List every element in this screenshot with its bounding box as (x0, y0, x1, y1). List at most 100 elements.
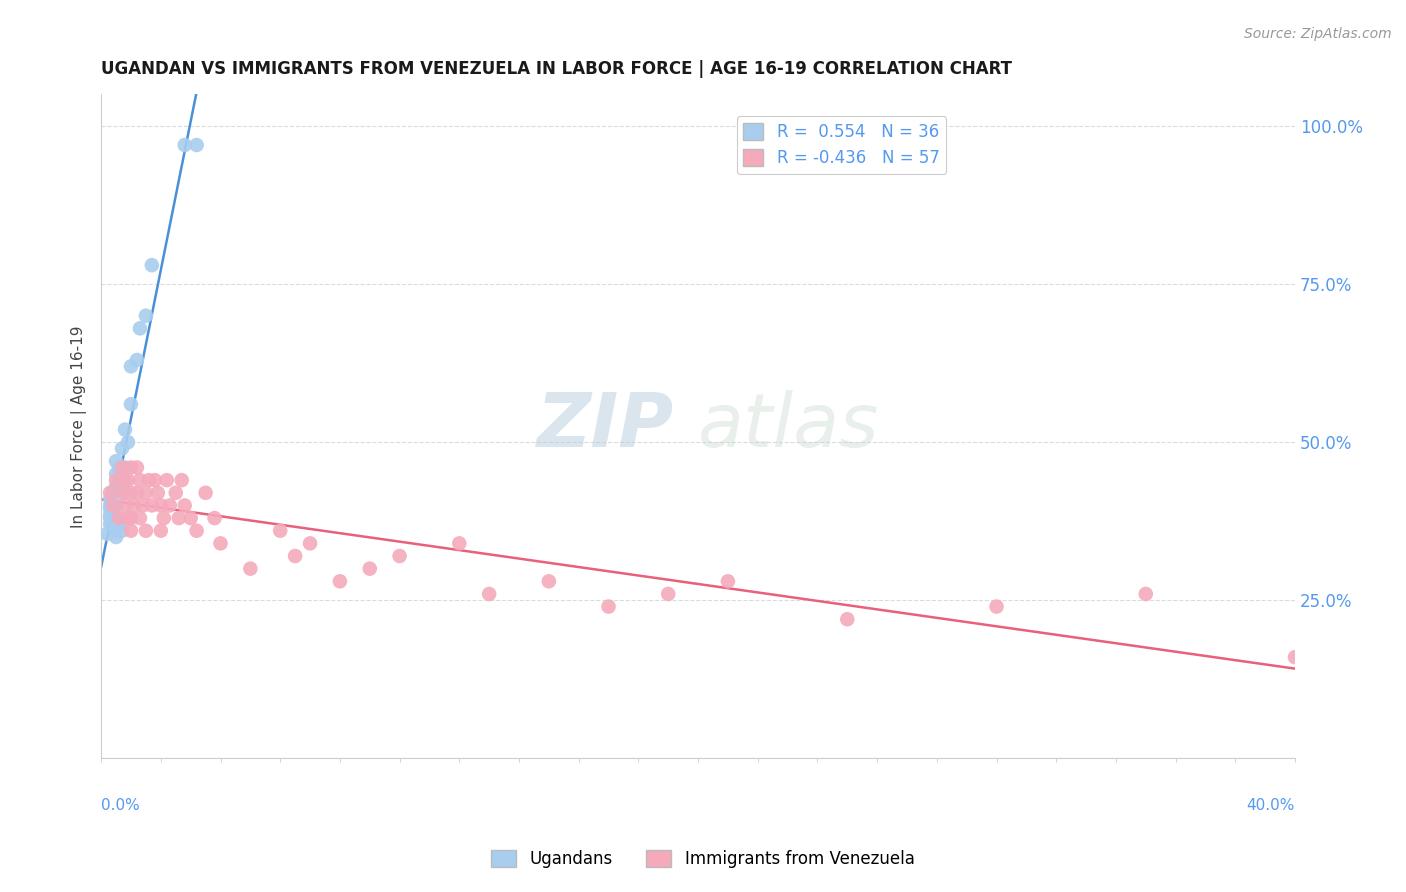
Point (159, 499, 181, 513)
Point (105, 511, 128, 525)
Point (114, 499, 136, 513)
Point (105, 454, 128, 468)
Point (135, 309, 157, 323)
Point (143, 473, 166, 487)
Point (120, 524, 142, 538)
Point (129, 511, 152, 525)
Point (98, 485, 121, 500)
Point (101, 499, 124, 513)
Point (120, 397, 142, 411)
Point (165, 485, 187, 500)
Point (105, 499, 128, 513)
Text: Source: ZipAtlas.com: Source: ZipAtlas.com (1244, 27, 1392, 41)
Point (120, 460, 142, 475)
Point (96, 527, 118, 541)
Point (186, 524, 208, 538)
Point (299, 536, 322, 550)
Point (129, 321, 152, 335)
Point (986, 599, 1008, 614)
Point (108, 460, 131, 475)
Point (449, 536, 471, 550)
Point (146, 485, 169, 500)
Point (657, 587, 679, 601)
Point (111, 524, 134, 538)
Point (239, 562, 262, 576)
Point (837, 612, 859, 626)
Point (105, 473, 128, 487)
Point (122, 499, 145, 513)
Point (478, 587, 501, 601)
Point (1284, 650, 1306, 665)
Point (105, 530, 128, 544)
Point (117, 435, 139, 450)
Point (125, 485, 148, 500)
Point (111, 473, 134, 487)
Point (717, 574, 740, 589)
Point (209, 536, 232, 550)
Point (129, 473, 152, 487)
Point (388, 549, 411, 563)
Y-axis label: In Labor Force | Age 16-19: In Labor Force | Age 16-19 (72, 326, 87, 528)
Point (111, 442, 134, 456)
Point (284, 549, 307, 563)
Point (98, 501, 121, 516)
Point (186, 138, 208, 153)
Point (153, 511, 176, 525)
Point (598, 599, 620, 614)
Point (135, 485, 157, 500)
Point (125, 460, 148, 475)
Point (105, 467, 128, 481)
Point (101, 517, 124, 532)
Point (132, 499, 155, 513)
Point (98, 499, 121, 513)
Point (108, 511, 131, 525)
Point (138, 473, 160, 487)
Point (98, 492, 121, 507)
Legend: Ugandans, Immigrants from Venezuela: Ugandans, Immigrants from Venezuela (485, 843, 921, 875)
Point (114, 485, 136, 500)
Point (149, 524, 172, 538)
Point (204, 511, 226, 525)
Text: UGANDAN VS IMMIGRANTS FROM VENEZUELA IN LABOR FORCE | AGE 16-19 CORRELATION CHAR: UGANDAN VS IMMIGRANTS FROM VENEZUELA IN … (101, 60, 1012, 78)
Point (98, 511, 121, 525)
Legend: R =  0.554   N = 36, R = -0.436   N = 57: R = 0.554 N = 36, R = -0.436 N = 57 (737, 116, 946, 174)
Point (359, 562, 381, 576)
Point (141, 258, 163, 272)
Point (111, 485, 134, 500)
Point (114, 473, 136, 487)
Point (194, 485, 217, 500)
Text: 40.0%: 40.0% (1247, 798, 1295, 814)
Point (114, 460, 136, 475)
Point (125, 353, 148, 368)
Point (135, 524, 157, 538)
Point (180, 511, 202, 525)
Point (1135, 587, 1157, 601)
Point (537, 574, 560, 589)
Text: atlas: atlas (697, 391, 879, 462)
Point (101, 499, 124, 513)
Point (108, 479, 131, 493)
Point (105, 479, 128, 493)
Point (170, 473, 193, 487)
Point (120, 359, 142, 374)
Point (101, 485, 124, 500)
Point (120, 485, 142, 500)
Point (114, 423, 136, 437)
Text: ZIP: ZIP (537, 390, 675, 463)
Point (117, 473, 139, 487)
Point (105, 524, 128, 538)
Point (117, 511, 139, 525)
Point (156, 473, 179, 487)
Point (173, 138, 195, 153)
Text: 0.0%: 0.0% (101, 798, 139, 814)
Point (98, 517, 121, 532)
Point (101, 511, 124, 525)
Point (269, 524, 291, 538)
Point (173, 499, 195, 513)
Point (120, 511, 142, 525)
Point (111, 460, 134, 475)
Point (98, 508, 121, 522)
Point (108, 517, 131, 532)
Point (167, 511, 190, 525)
Point (329, 574, 352, 589)
